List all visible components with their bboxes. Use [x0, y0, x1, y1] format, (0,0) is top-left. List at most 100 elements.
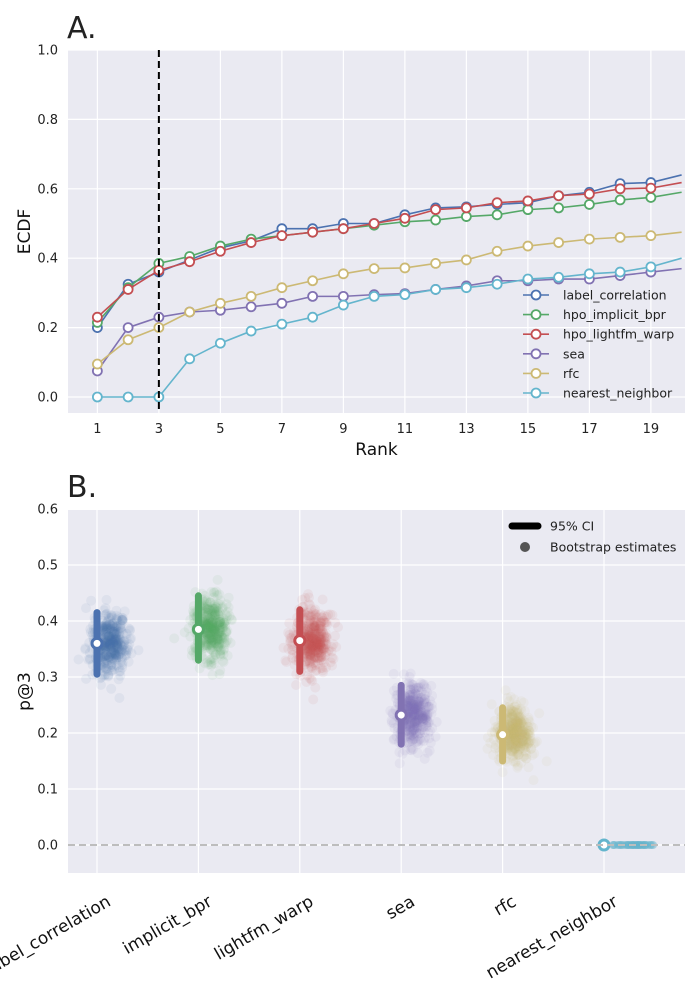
- bootstrap-point: [408, 689, 418, 700]
- bootstrap-point: [511, 699, 522, 710]
- ecdf-point-hpo_implicit_bpr: [491, 209, 503, 221]
- bootstrap-point: [105, 648, 116, 659]
- bootstrap-point: [113, 632, 124, 643]
- bootstrap-point: [217, 602, 228, 613]
- bootstrap-point: [220, 609, 231, 619]
- bootstrap-point: [490, 740, 501, 750]
- bootstrap-point: [516, 717, 527, 728]
- bootstrap-point: [113, 641, 124, 652]
- bootstrap-point: [213, 599, 224, 609]
- bootstrap-point: [313, 630, 324, 641]
- bootstrap-point: [220, 621, 231, 632]
- bootstrap-point: [518, 732, 528, 743]
- bootstrap-point: [414, 707, 424, 718]
- bootstrap-point: [300, 593, 311, 603]
- bootstrap-point: [315, 637, 326, 648]
- bootstrap-point: [102, 638, 113, 649]
- p3-y-tick-label: 0.4: [37, 615, 58, 630]
- p3-y-tick-label: 0.1: [37, 783, 58, 798]
- bootstrap-point: [204, 629, 215, 640]
- bootstrap-point: [515, 738, 526, 749]
- bootstrap-point: [328, 639, 339, 650]
- bootstrap-point: [409, 702, 420, 713]
- bootstrap-point: [101, 617, 112, 628]
- bootstrap-point: [107, 665, 118, 676]
- bootstrap-point: [312, 638, 323, 649]
- bootstrap-point: [409, 720, 420, 731]
- bootstrap-point: [203, 619, 214, 630]
- bootstrap-point: [507, 719, 518, 729]
- bootstrap-point: [511, 720, 522, 731]
- bootstrap-point: [103, 631, 114, 642]
- bootstrap-point: [102, 642, 113, 653]
- bootstrap-point: [528, 775, 539, 786]
- bootstrap-point: [100, 631, 111, 642]
- bootstrap-point: [317, 643, 328, 654]
- ecdf-point-nearest_neighbor: [430, 284, 442, 295]
- bootstrap-point: [209, 625, 219, 636]
- bootstrap-point: [100, 632, 111, 643]
- bootstrap-point: [512, 732, 523, 742]
- bootstrap-point: [307, 631, 317, 642]
- bootstrap-point: [111, 622, 122, 632]
- bootstrap-point: [409, 704, 420, 715]
- bootstrap-point: [521, 718, 532, 728]
- bootstrap-point: [203, 604, 214, 615]
- bootstrap-point: [207, 620, 218, 631]
- bootstrap-point: [308, 623, 319, 634]
- bootstrap-point: [506, 712, 517, 723]
- bootstrap-point: [204, 634, 215, 645]
- bootstrap-point: [207, 627, 218, 637]
- bootstrap-point: [311, 665, 322, 676]
- bootstrap-point: [423, 701, 434, 712]
- bootstrap-point: [303, 610, 314, 621]
- bootstrap-point: [200, 639, 211, 650]
- bootstrap-point: [113, 652, 124, 663]
- bootstrap-point: [511, 735, 521, 745]
- bootstrap-point: [302, 620, 313, 631]
- bootstrap-point: [513, 723, 524, 734]
- bootstrap-point: [103, 638, 114, 649]
- bootstrap-point: [511, 730, 522, 741]
- bootstrap-point: [111, 634, 122, 645]
- bootstrap-point: [209, 623, 220, 634]
- bootstrap-point: [415, 693, 426, 703]
- ecdf-point-nearest_neighbor: [122, 391, 134, 403]
- bootstrap-point: [200, 642, 211, 653]
- bootstrap-point: [210, 607, 221, 618]
- bootstrap-point: [311, 635, 322, 646]
- bootstrap-point: [104, 636, 115, 647]
- bootstrap-point: [215, 649, 226, 660]
- p3-category-label: rfc: [491, 892, 520, 920]
- bootstrap-point: [317, 645, 328, 656]
- bootstrap-point: [217, 603, 228, 614]
- bootstrap-point: [202, 633, 212, 644]
- bootstrap-point: [111, 645, 122, 656]
- ecdf-y-tick-label: 0.2: [37, 321, 58, 336]
- ecdf-point-hpo_lightfm_warp: [460, 202, 472, 214]
- bootstrap-point: [214, 589, 225, 600]
- bootstrap-point: [520, 732, 531, 743]
- bootstrap-point: [302, 647, 313, 658]
- bootstrap-point: [512, 749, 523, 760]
- bootstrap-point: [308, 627, 319, 638]
- bootstrap-point: [106, 627, 117, 638]
- bootstrap-point: [517, 729, 528, 740]
- bootstrap-point: [516, 740, 527, 751]
- bootstrap-point: [409, 722, 420, 733]
- bootstrap-point: [419, 679, 429, 690]
- bootstrap-point: [397, 748, 408, 759]
- bootstrap-point: [106, 647, 117, 658]
- bootstrap-point: [117, 615, 128, 626]
- bootstrap-point: [506, 741, 517, 752]
- bootstrap-point: [516, 717, 527, 728]
- bootstrap-point: [214, 619, 224, 630]
- bootstrap-point: [521, 725, 531, 735]
- bootstrap-point: [313, 632, 324, 643]
- bootstrap-point: [301, 618, 312, 629]
- bootstrap-point: [409, 703, 420, 714]
- bootstrap-point: [407, 703, 418, 714]
- bootstrap-point: [286, 644, 297, 655]
- bootstrap-point: [524, 726, 535, 737]
- bootstrap-point: [199, 613, 210, 624]
